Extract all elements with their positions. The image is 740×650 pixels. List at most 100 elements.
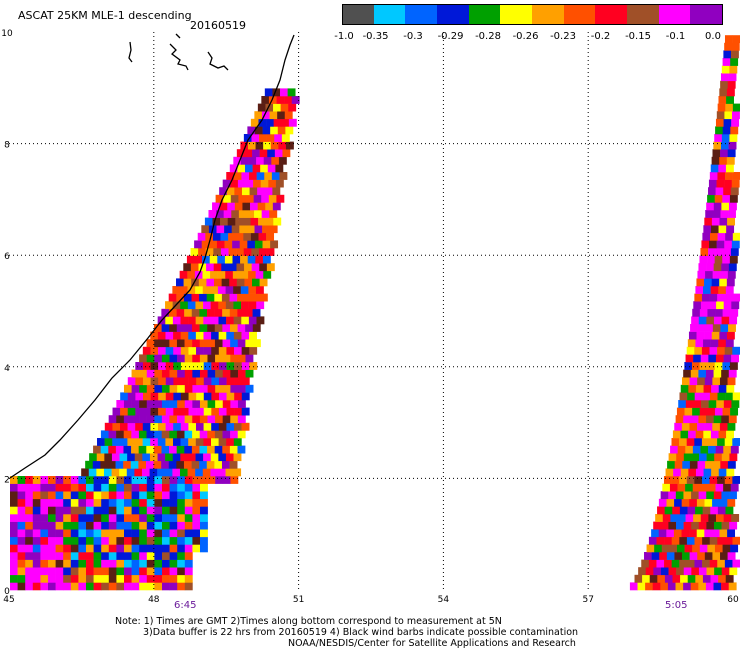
wind-cell: [252, 164, 261, 173]
wind-cell: [173, 377, 182, 386]
wind-cell: [195, 286, 204, 294]
wind-cell: [716, 240, 725, 249]
wind-cell: [716, 179, 725, 188]
wind-cell: [702, 536, 711, 545]
wind-cell: [728, 210, 736, 218]
wind-cell: [218, 453, 227, 462]
wind-cell: [40, 574, 49, 583]
wind-cell: [709, 476, 718, 484]
wind-cell: [101, 567, 110, 576]
wind-cell: [729, 362, 738, 370]
wind-cell: [679, 506, 688, 515]
wind-cell: [687, 392, 695, 401]
wind-cell: [251, 134, 260, 142]
colorbar-swatch: [690, 4, 723, 24]
wind-cell: [721, 316, 730, 325]
wind-cell: [139, 544, 148, 553]
wind-cell: [199, 308, 208, 317]
wind-cell: [70, 483, 79, 492]
wind-cell: [246, 225, 255, 234]
wind-cell: [101, 544, 110, 553]
wind-cell: [726, 278, 735, 287]
wind-cell: [184, 582, 193, 591]
wind-cell: [78, 491, 87, 500]
wind-cell: [154, 339, 163, 348]
wind-cell: [108, 476, 117, 484]
wind-cell: [169, 521, 178, 530]
wind-cell: [183, 278, 192, 287]
wind-cell: [723, 301, 732, 310]
wind-cell: [263, 270, 272, 279]
wind-cell: [142, 422, 151, 431]
wind-cell: [70, 536, 79, 545]
wind-cell: [116, 476, 125, 484]
wind-cell: [728, 263, 737, 272]
wind-cell: [655, 514, 664, 522]
wind-cell: [124, 529, 132, 538]
wind-cell: [78, 483, 87, 492]
wind-cell: [732, 346, 740, 355]
wind-cell: [101, 536, 110, 545]
wind-cell: [693, 354, 702, 363]
wind-cell: [93, 552, 102, 560]
wind-cell: [657, 506, 665, 515]
wind-cell: [211, 392, 220, 401]
wind-cell: [191, 293, 200, 302]
wind-cell: [714, 544, 723, 553]
wind-cell: [665, 468, 674, 477]
wind-cell: [229, 293, 238, 302]
wind-cell: [268, 194, 277, 203]
wind-cell: [131, 574, 140, 583]
wind-cell: [123, 460, 132, 469]
wind-cell: [48, 582, 56, 591]
wind-cell: [124, 567, 132, 576]
y-tick-label: 8: [4, 141, 10, 151]
wind-cell: [165, 392, 174, 401]
wind-cell: [146, 552, 155, 560]
wind-cell: [725, 574, 734, 583]
wind-cell: [672, 430, 681, 439]
wind-cell: [168, 293, 177, 302]
wind-cell: [70, 521, 79, 530]
wind-cell: [224, 240, 233, 249]
wind-cell: [142, 407, 151, 416]
wind-cell: [720, 149, 729, 158]
wind-cell: [86, 476, 94, 484]
wind-cell: [172, 468, 181, 477]
wind-cell: [78, 544, 87, 553]
wind-cell: [201, 240, 210, 249]
wind-cell: [281, 118, 290, 127]
wind-cell: [158, 377, 167, 386]
wind-cell: [176, 278, 184, 287]
wind-cell: [177, 415, 185, 424]
wind-cell: [203, 422, 212, 431]
wind-cell: [729, 316, 738, 325]
wind-cell: [731, 42, 740, 51]
wind-cell: [173, 331, 181, 340]
wind-cell: [238, 194, 247, 203]
wind-cell: [718, 339, 727, 348]
wind-cell: [228, 232, 237, 241]
wind-cell: [184, 483, 193, 492]
wind-cell: [217, 468, 226, 477]
wind-cell: [230, 415, 239, 424]
wind-cell: [176, 324, 185, 332]
wind-cell: [674, 460, 683, 469]
wind-cell: [700, 514, 709, 522]
wind-cell: [192, 536, 201, 545]
wind-cell: [120, 407, 129, 416]
wind-cell: [115, 460, 124, 469]
wind-cell: [690, 324, 698, 332]
wind-cell: [709, 536, 718, 545]
wind-cell: [712, 377, 721, 386]
wind-cell: [207, 415, 216, 424]
wind-cells: [10, 35, 740, 591]
wind-cell: [244, 293, 253, 302]
wind-cell: [17, 514, 26, 522]
wind-cell: [101, 552, 110, 560]
wind-cell: [218, 362, 227, 370]
wind-cell: [653, 521, 662, 530]
wind-cell: [730, 248, 739, 256]
wind-cell: [664, 574, 673, 583]
wind-cell: [710, 339, 719, 348]
